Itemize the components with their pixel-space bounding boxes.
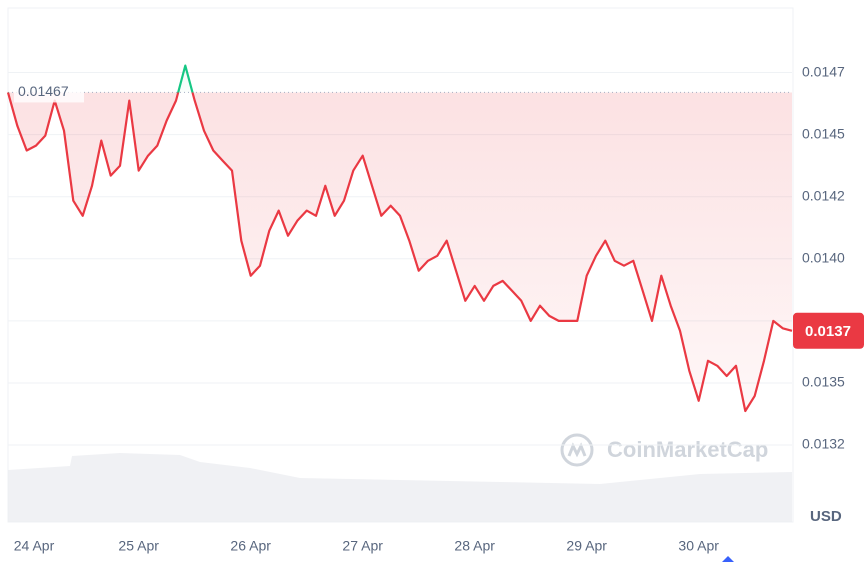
x-tick-label: 26 Apr <box>230 538 271 554</box>
price-area <box>8 65 792 411</box>
x-tick-label: 28 Apr <box>454 538 495 554</box>
x-tick-label: 25 Apr <box>118 538 159 554</box>
watermark: CoinMarketCap <box>607 437 768 462</box>
y-unit: USD <box>810 508 842 525</box>
y-tick-label: 0.0135 <box>802 374 845 390</box>
current-price-tag <box>793 312 864 349</box>
y-tick-label: 0.0140 <box>802 249 845 265</box>
watermark-logo <box>560 433 594 467</box>
x-tick-label: 24 Apr <box>14 538 55 554</box>
x-tick-label: 30 Apr <box>678 538 719 554</box>
price-line <box>6 64 793 413</box>
current-price-label: 0.0137 <box>805 323 851 340</box>
y-tick-label: 0.0147 <box>802 63 845 79</box>
x-tick-label: 27 Apr <box>342 538 383 554</box>
reference-label: 0.01467 <box>18 83 69 99</box>
y-tick-label: 0.0145 <box>802 125 845 141</box>
marker <box>722 556 734 562</box>
x-tick-label: 29 Apr <box>566 538 607 554</box>
y-tick-label: 0.0132 <box>802 436 845 452</box>
y-tick-label: 0.0142 <box>802 187 845 203</box>
volume-area <box>8 453 792 522</box>
reference-label-bg <box>14 82 84 103</box>
